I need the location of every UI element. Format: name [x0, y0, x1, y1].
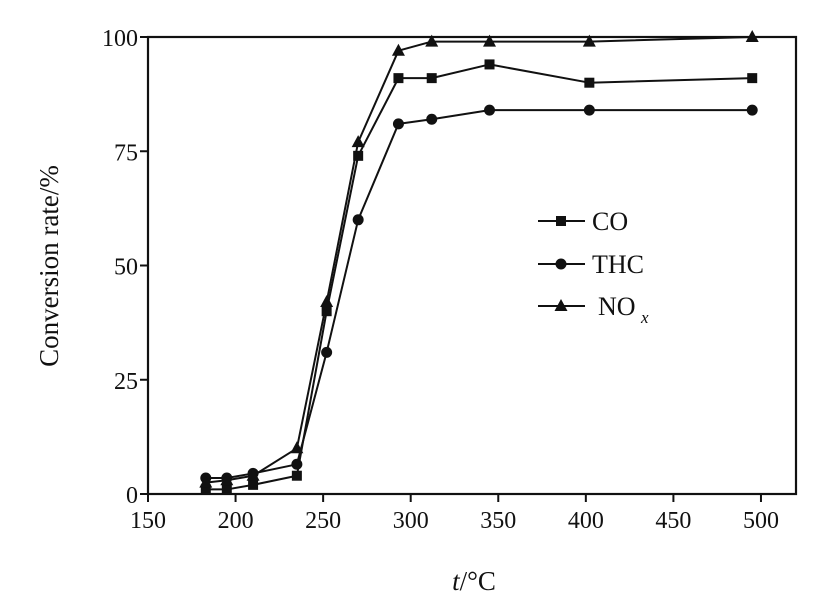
data-point-nox: [290, 441, 304, 454]
x-axis-variable: t: [452, 566, 461, 596]
legend-marker-circle: [555, 258, 567, 270]
data-point-nox: [582, 34, 596, 47]
data-point-nox: [425, 34, 439, 47]
legend-marker-square: [556, 216, 566, 226]
x-tick-label: 300: [393, 508, 429, 534]
x-tick-label: 250: [305, 508, 341, 534]
x-tick-label: 500: [743, 508, 779, 534]
data-point-thc: [392, 118, 404, 130]
data-point-co: [484, 59, 495, 70]
x-axis-label: t/°C: [452, 566, 496, 596]
legend-item-nox: NO x: [538, 292, 649, 327]
data-point-co: [248, 479, 259, 490]
data-point-thc: [352, 214, 364, 226]
legend-marker-triangle: [554, 299, 568, 311]
data-point-co: [747, 73, 758, 84]
data-point-co: [221, 484, 232, 495]
data-point-nox: [351, 135, 365, 148]
data-point-co: [321, 306, 332, 317]
data-point-co: [584, 77, 595, 88]
x-tick-label: 400: [568, 508, 604, 534]
legend-item-thc: THC: [538, 250, 644, 279]
data-point-nox: [199, 475, 213, 488]
legend-label-nox-subscript: x: [640, 308, 649, 327]
y-tick-label: 25: [114, 369, 138, 395]
data-point-nox: [320, 295, 334, 308]
y-axis-label: Conversion rate/%: [34, 165, 64, 367]
data-point-thc: [426, 113, 438, 125]
data-point-nox: [483, 34, 497, 47]
legend-item-co: CO: [538, 207, 628, 236]
data-point-co: [200, 484, 211, 495]
series-nox: [199, 30, 759, 488]
legend: CO THC NO x: [538, 207, 649, 327]
axis-ticks: 150 200 250 300 350 400 450 500 0 25 50 75 100: [102, 26, 779, 534]
legend-label-co: CO: [592, 207, 628, 236]
x-axis-unit: /°C: [460, 566, 496, 596]
series-thc: [200, 104, 758, 484]
x-tick-label: 350: [480, 508, 516, 534]
data-point-nox: [745, 30, 759, 42]
x-tick-label: 200: [218, 508, 254, 534]
series-layer: [199, 30, 759, 495]
data-point-nox: [391, 43, 405, 56]
data-point-thc: [484, 104, 496, 116]
data-point-co: [353, 150, 364, 161]
series-co: [200, 59, 758, 495]
data-point-nox: [246, 468, 260, 481]
y-tick-label: 100: [102, 26, 138, 52]
x-tick-label: 150: [130, 508, 166, 534]
data-point-nox: [220, 473, 234, 486]
y-tick-label: 50: [114, 255, 138, 281]
y-tick-label: 0: [126, 483, 138, 509]
legend-label-nox: NO: [598, 292, 636, 321]
y-tick-label: 75: [114, 140, 138, 166]
data-point-thc: [291, 458, 303, 470]
data-point-co: [426, 73, 437, 84]
data-point-co: [393, 73, 404, 84]
data-point-thc: [321, 346, 333, 358]
data-point-thc: [746, 104, 758, 116]
data-point-thc: [583, 104, 595, 116]
data-point-co: [291, 470, 302, 481]
legend-label-thc: THC: [592, 250, 644, 279]
x-tick-label: 450: [655, 508, 691, 534]
